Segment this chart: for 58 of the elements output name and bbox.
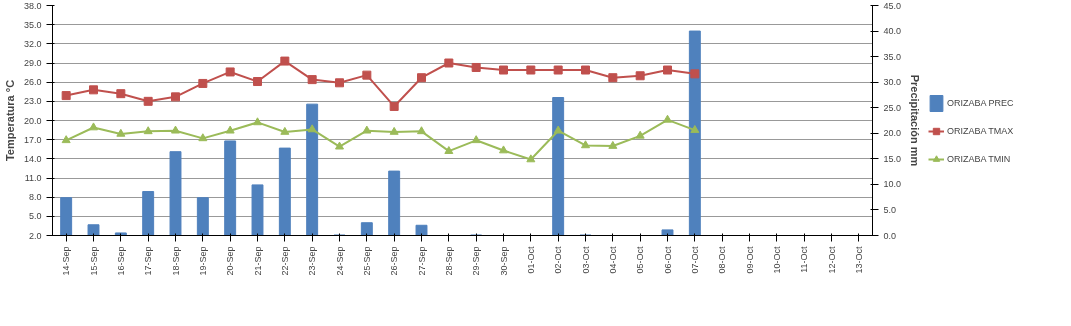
x-tick-label: 09-Oct [744, 246, 755, 274]
y2-tick-label: 40.0 [883, 26, 902, 37]
y-tick-label: 23.0 [23, 96, 42, 107]
x-tick-label: 07-Oct [689, 246, 700, 274]
x-tick-label: 15-Sep [88, 246, 99, 276]
y-tick-label: 35.0 [23, 19, 42, 30]
y2-tick-label: 20.0 [883, 128, 902, 139]
y-tick-label: 14.0 [23, 153, 42, 164]
x-tick-label: 14-Sep [61, 246, 72, 276]
y2-tick-label: 30.0 [883, 77, 902, 88]
x-tick-label: 17-Sep [143, 246, 154, 276]
y-tick-label: 29.0 [23, 58, 42, 68]
x-tick-label: 18-Sep [170, 246, 181, 276]
x-tick-label: 02-Oct [553, 246, 564, 274]
legend-label: ORIZABA PREC [947, 98, 1014, 108]
x-tick-label: 28-Sep [443, 246, 454, 276]
x-tick-label: 04-Oct [607, 246, 618, 274]
x-tick-label: 20-Sep [225, 246, 236, 276]
x-tick-label: 24-Sep [334, 246, 345, 276]
y-tick-label: 38.0 [23, 0, 42, 11]
y-tick-label: 32.0 [23, 38, 42, 49]
y2-tick-label: 5.0 [883, 204, 897, 215]
x-tick-label: 13-Oct [853, 246, 864, 274]
y-tick-label: 8.0 [28, 192, 42, 203]
y2-tick-label: 15.0 [883, 153, 902, 164]
x-tick-label: 23-Sep [307, 246, 318, 276]
y2-tick-label: 25.0 [883, 102, 902, 113]
x-tick-label: 16-Sep [115, 246, 126, 276]
x-tick-label: 19-Sep [197, 246, 208, 276]
y-tick-label: 20.0 [23, 115, 42, 126]
x-tick-label: 03-Oct [580, 246, 591, 274]
x-tick-label: 26-Sep [389, 246, 400, 276]
legend-label: ORIZABA TMAX [947, 126, 1014, 136]
y2-tick-label: 0.0 [883, 230, 897, 241]
x-tick-label: 21-Sep [252, 246, 263, 276]
x-tick-label: 30-Sep [498, 246, 509, 276]
x-tick-label: 11-Oct [799, 246, 810, 273]
x-tick-label: 12-Oct [826, 246, 837, 274]
x-tick-label: 08-Oct [717, 246, 728, 274]
y-tick-label: 17.0 [23, 134, 42, 145]
x-tick-label: 01-Oct [525, 246, 536, 274]
x-tick-label: 05-Oct [635, 246, 646, 274]
x-tick-label: 29-Sep [471, 246, 482, 276]
y-tick-label: 5.0 [28, 211, 42, 222]
y-tick-label: 26.0 [23, 77, 42, 88]
y2-tick-label: 35.0 [883, 51, 902, 62]
y2-tick-label: 45.0 [883, 0, 902, 11]
y-axis-title: Temperatura °C [3, 79, 16, 162]
y-tick-label: 2.0 [28, 230, 42, 241]
x-tick-label: 25-Sep [361, 246, 372, 276]
x-tick-label: 27-Sep [416, 246, 427, 276]
y2-tick-label: 10.0 [883, 179, 902, 190]
y2-axis-title: Precipitación mm [909, 74, 922, 167]
x-tick-label: 22-Sep [279, 246, 290, 276]
legend-label: ORIZABA TMIN [947, 154, 1011, 164]
x-tick-label: 10-Oct [771, 246, 782, 274]
x-tick-label: 06-Oct [662, 246, 673, 274]
y-tick-label: 11.0 [24, 173, 42, 183]
